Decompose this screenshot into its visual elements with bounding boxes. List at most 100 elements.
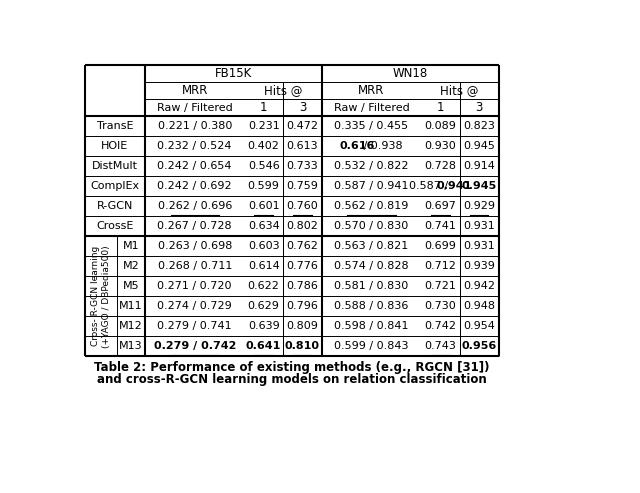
Text: 0.914: 0.914: [463, 161, 495, 171]
Text: 0.786: 0.786: [287, 282, 318, 291]
Text: 0.759: 0.759: [287, 181, 318, 191]
Text: 0.335 / 0.455: 0.335 / 0.455: [334, 121, 408, 131]
Text: Hits @: Hits @: [440, 84, 479, 97]
Text: 0.697: 0.697: [424, 201, 456, 211]
Text: 0.279 / 0.741: 0.279 / 0.741: [157, 321, 232, 331]
Text: 0.762: 0.762: [287, 241, 318, 251]
Text: 0.268 / 0.711: 0.268 / 0.711: [157, 261, 232, 271]
Text: 0.743: 0.743: [424, 341, 456, 352]
Text: 0.587 /: 0.587 /: [409, 181, 452, 191]
Text: MRR: MRR: [358, 84, 385, 97]
Text: 0.939: 0.939: [463, 261, 495, 271]
Text: 0.562 / 0.819: 0.562 / 0.819: [334, 201, 408, 211]
Text: FB15K: FB15K: [215, 67, 252, 80]
Text: 1: 1: [436, 101, 444, 114]
Text: M13: M13: [119, 341, 143, 352]
Text: 0.546: 0.546: [248, 161, 280, 171]
Text: 0.948: 0.948: [463, 301, 495, 312]
Text: 0.639: 0.639: [248, 321, 280, 331]
Text: 0.279 / 0.742: 0.279 / 0.742: [154, 341, 236, 352]
Text: 0.601: 0.601: [248, 201, 280, 211]
Text: 0.721: 0.721: [424, 282, 456, 291]
Text: 0.221 / 0.380: 0.221 / 0.380: [157, 121, 232, 131]
Text: 0.941: 0.941: [437, 181, 472, 191]
Text: 0.728: 0.728: [424, 161, 456, 171]
Text: 0.641: 0.641: [246, 341, 282, 352]
Text: 0.741: 0.741: [424, 221, 456, 231]
Text: 0.733: 0.733: [287, 161, 318, 171]
Text: 0.588 / 0.836: 0.588 / 0.836: [334, 301, 408, 312]
Text: 0.956: 0.956: [461, 341, 497, 352]
Text: 0.599: 0.599: [248, 181, 280, 191]
Text: 0.616: 0.616: [339, 141, 375, 151]
Text: 0.942: 0.942: [463, 282, 495, 291]
Text: MRR: MRR: [182, 84, 208, 97]
Text: 0.089: 0.089: [424, 121, 456, 131]
Text: Hits @: Hits @: [264, 84, 302, 97]
Text: 0.809: 0.809: [287, 321, 318, 331]
Text: 0.472: 0.472: [287, 121, 319, 131]
Text: 0.262 / 0.696: 0.262 / 0.696: [157, 201, 232, 211]
Text: 0.699: 0.699: [424, 241, 456, 251]
Text: 0.945: 0.945: [461, 181, 497, 191]
Text: 0.599 / 0.843: 0.599 / 0.843: [334, 341, 409, 352]
Text: CrossE: CrossE: [96, 221, 134, 231]
Text: 0.810: 0.810: [285, 341, 320, 352]
Text: 0.802: 0.802: [287, 221, 318, 231]
Text: 0.613: 0.613: [287, 141, 318, 151]
Text: 0.742: 0.742: [424, 321, 456, 331]
Text: 0.930: 0.930: [424, 141, 456, 151]
Text: 0.622: 0.622: [248, 282, 280, 291]
Text: Raw / Filtered: Raw / Filtered: [157, 103, 232, 113]
Text: 0.532 / 0.822: 0.532 / 0.822: [334, 161, 409, 171]
Text: WN18: WN18: [392, 67, 428, 80]
Text: 0.823: 0.823: [463, 121, 495, 131]
Text: 0.402: 0.402: [248, 141, 280, 151]
Text: 0.271 / 0.720: 0.271 / 0.720: [157, 282, 232, 291]
Text: 3: 3: [476, 101, 483, 114]
Text: Cross- R-GCN learning
(+YAGO / DBPedia500): Cross- R-GCN learning (+YAGO / DBPedia50…: [92, 245, 111, 348]
Text: 0.603: 0.603: [248, 241, 280, 251]
Text: DistMult: DistMult: [92, 161, 138, 171]
Text: TransE: TransE: [97, 121, 133, 131]
Text: M1: M1: [123, 241, 140, 251]
Text: 0.232 / 0.524: 0.232 / 0.524: [157, 141, 232, 151]
Text: 0.570 / 0.830: 0.570 / 0.830: [334, 221, 408, 231]
Text: M2: M2: [123, 261, 140, 271]
Text: 0.598 / 0.841: 0.598 / 0.841: [334, 321, 409, 331]
Text: R-GCN: R-GCN: [97, 201, 133, 211]
Text: 0.945: 0.945: [463, 141, 495, 151]
Text: 0.634: 0.634: [248, 221, 280, 231]
Text: 0.931: 0.931: [463, 221, 495, 231]
Text: 0.614: 0.614: [248, 261, 280, 271]
Text: 0.563 / 0.821: 0.563 / 0.821: [334, 241, 408, 251]
Text: Table 2: Performance of existing methods (e.g., RGCN [31]): Table 2: Performance of existing methods…: [94, 361, 490, 374]
Text: 0.760: 0.760: [287, 201, 318, 211]
Text: 0.776: 0.776: [287, 261, 318, 271]
Text: 3: 3: [299, 101, 306, 114]
Text: 0.954: 0.954: [463, 321, 495, 331]
Text: M5: M5: [123, 282, 140, 291]
Text: 0.712: 0.712: [424, 261, 456, 271]
Text: 0.231: 0.231: [248, 121, 280, 131]
Text: 0.242 / 0.654: 0.242 / 0.654: [157, 161, 232, 171]
Text: 0.796: 0.796: [287, 301, 318, 312]
Text: Raw / Filtered: Raw / Filtered: [333, 103, 409, 113]
Text: 0.267 / 0.728: 0.267 / 0.728: [157, 221, 232, 231]
Text: 0.263 / 0.698: 0.263 / 0.698: [157, 241, 232, 251]
Text: 1: 1: [260, 101, 268, 114]
Text: / 0.938: / 0.938: [360, 141, 403, 151]
Text: M12: M12: [119, 321, 143, 331]
Text: ComplEx: ComplEx: [90, 181, 140, 191]
Text: 0.931: 0.931: [463, 241, 495, 251]
Text: and cross-R-GCN learning models on relation classification: and cross-R-GCN learning models on relat…: [97, 373, 486, 386]
Text: 0.629: 0.629: [248, 301, 280, 312]
Text: 0.274 / 0.729: 0.274 / 0.729: [157, 301, 232, 312]
Text: HOlE: HOlE: [101, 141, 129, 151]
Text: 0.574 / 0.828: 0.574 / 0.828: [334, 261, 409, 271]
Text: 0.730: 0.730: [424, 301, 456, 312]
Text: 0.581 / 0.830: 0.581 / 0.830: [334, 282, 408, 291]
Text: 0.929: 0.929: [463, 201, 495, 211]
Text: M11: M11: [119, 301, 143, 312]
Text: 0.242 / 0.692: 0.242 / 0.692: [157, 181, 232, 191]
